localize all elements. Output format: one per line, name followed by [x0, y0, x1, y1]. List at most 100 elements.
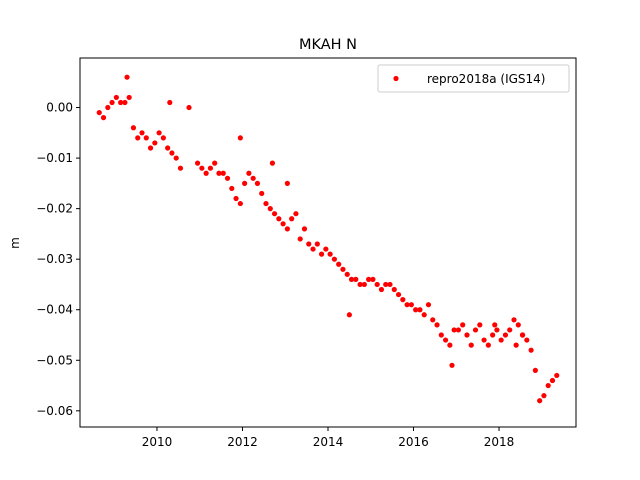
data-point: [314, 241, 320, 247]
data-point: [498, 337, 504, 343]
data-point: [246, 170, 252, 176]
data-point: [310, 246, 316, 252]
data-point: [152, 140, 158, 146]
legend-box: [377, 64, 570, 93]
data-point: [147, 145, 154, 151]
data-point: [160, 135, 166, 141]
data-point: [451, 327, 457, 333]
data-point: [549, 377, 556, 384]
data-point: [425, 302, 432, 308]
x-tick-label: 2014: [313, 435, 344, 449]
y-tick-label: −0.03: [36, 252, 73, 266]
x-tick-label: 2010: [142, 435, 173, 449]
data-point: [220, 170, 226, 176]
data-points: [96, 74, 560, 404]
y-tick-label: −0.05: [36, 353, 73, 367]
y-tick-label: −0.04: [36, 303, 73, 317]
x-tick-label: 2016: [398, 435, 429, 449]
y-tick-label: −0.01: [36, 151, 73, 165]
data-point: [130, 125, 137, 131]
data-point: [537, 398, 543, 404]
data-point: [430, 317, 436, 323]
data-point: [242, 180, 248, 186]
data-point: [370, 276, 376, 282]
data-point: [177, 165, 184, 171]
data-point: [109, 99, 115, 106]
data-point: [100, 115, 107, 121]
data-point: [366, 276, 372, 282]
data-point: [135, 135, 141, 141]
data-point: [203, 170, 209, 176]
data-point: [387, 281, 393, 288]
data-point: [271, 211, 278, 217]
data-point: [301, 226, 308, 232]
data-point: [284, 180, 290, 186]
data-point: [267, 206, 273, 212]
data-point: [541, 393, 547, 399]
data-point: [96, 109, 102, 116]
data-point: [417, 307, 423, 313]
y-tick-label: −0.06: [36, 404, 73, 418]
data-point: [233, 195, 239, 202]
data-point: [156, 130, 162, 136]
data-point: [293, 211, 299, 217]
data-point: [194, 160, 201, 166]
data-point: [224, 175, 231, 181]
data-point: [511, 317, 517, 323]
data-point: [276, 216, 282, 222]
y-axis-ticks: 0.00 −0.01 −0.02 −0.03 −0.04 −0.05 −0.06: [36, 101, 80, 418]
data-point: [490, 332, 496, 338]
data-point: [323, 246, 329, 252]
data-point: [259, 190, 265, 197]
data-point: [173, 155, 179, 161]
data-point: [143, 135, 149, 141]
data-point: [169, 150, 175, 156]
x-tick-label: 2012: [227, 435, 258, 449]
data-point: [492, 322, 498, 328]
data-point: [468, 342, 474, 348]
data-point: [395, 291, 402, 298]
data-point: [250, 175, 256, 181]
data-point: [481, 337, 487, 343]
y-tick-label: 0.00: [46, 101, 73, 115]
data-point: [391, 286, 397, 293]
data-point: [122, 99, 128, 106]
data-point: [263, 200, 269, 207]
data-point: [344, 271, 350, 277]
data-point: [331, 256, 338, 262]
data-point: [507, 327, 513, 333]
data-point: [229, 185, 235, 192]
data-point: [269, 160, 276, 166]
data-point: [237, 200, 243, 207]
x-tick-label: 2018: [484, 435, 515, 449]
data-point: [485, 342, 491, 348]
data-point: [167, 99, 173, 106]
data-point: [327, 251, 333, 257]
y-tick-label: −0.02: [36, 202, 73, 216]
chart-title: MKAH N: [299, 37, 357, 53]
data-point: [528, 347, 534, 353]
data-point: [421, 312, 427, 318]
data-point: [449, 362, 455, 368]
data-point: [374, 281, 380, 288]
data-point: [408, 302, 414, 308]
data-point: [554, 372, 560, 379]
data-point: [306, 241, 312, 247]
data-point: [118, 99, 124, 106]
data-point: [502, 332, 509, 338]
data-point: [464, 332, 470, 338]
legend: repro2018a (IGS14): [377, 64, 570, 93]
data-point: [477, 322, 483, 328]
data-point: [513, 342, 519, 348]
legend-label: repro2018a (IGS14): [427, 72, 545, 86]
data-point: [460, 322, 466, 328]
data-point: [404, 302, 410, 308]
data-point: [199, 165, 205, 171]
data-point: [413, 307, 419, 313]
data-point: [254, 180, 261, 186]
data-point: [113, 94, 119, 101]
data-point: [216, 170, 222, 176]
data-point: [346, 312, 352, 318]
data-point: [280, 221, 286, 227]
data-point: [438, 332, 444, 338]
